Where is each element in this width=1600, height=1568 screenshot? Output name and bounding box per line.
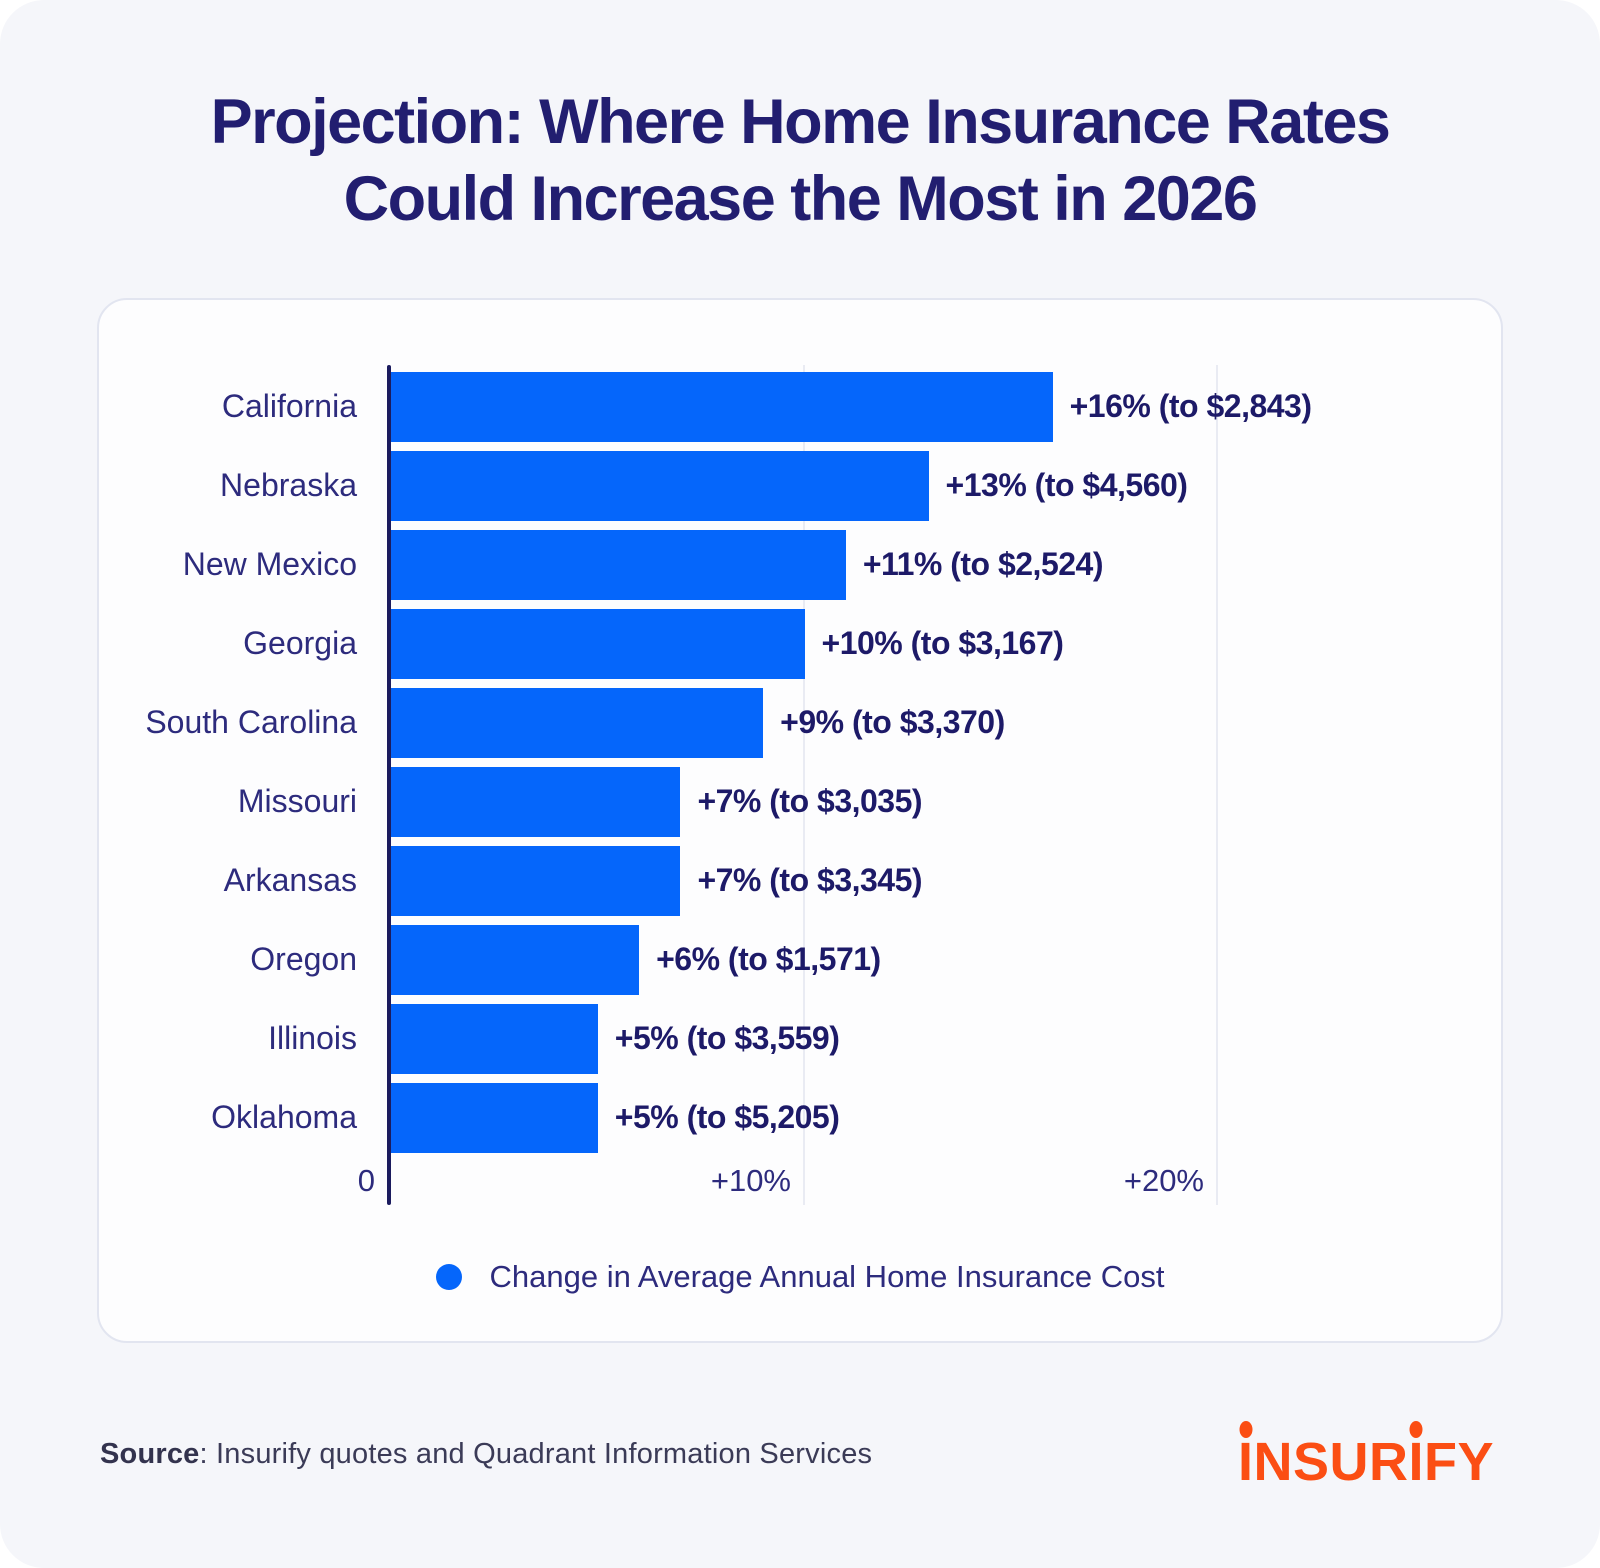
bar	[391, 450, 929, 521]
state-label: South Carolina	[145, 704, 357, 741]
bar-row: South Carolina +9% (to $3,370)	[99, 687, 1501, 758]
value-label: +5% (to $3,559)	[614, 1020, 840, 1057]
state-label: Arkansas	[223, 862, 357, 899]
bar	[391, 371, 1053, 442]
chart-title-line1: Projection: Where Home Insurance Rates	[210, 87, 1391, 157]
bar-track: +11% (to $2,524)	[387, 529, 1501, 600]
bar	[391, 845, 681, 916]
logo-letter-i2: I	[1408, 1431, 1424, 1492]
value-label: +16% (to $2,843)	[1069, 388, 1312, 425]
state-label: New Mexico	[182, 546, 357, 583]
value-label: +9% (to $3,370)	[780, 704, 1005, 741]
bar	[391, 529, 846, 600]
bar	[391, 924, 640, 995]
state-label: Oregon	[250, 941, 357, 978]
state-label: Nebraska	[220, 467, 357, 504]
chart-title-line2: Could Increase the Most in 2026	[343, 163, 1258, 234]
bar-track: +7% (to $3,345)	[387, 845, 1501, 916]
value-label: +11% (to $2,524)	[862, 546, 1104, 583]
bar-row: New Mexico +11% (to $2,524)	[99, 529, 1501, 600]
insurify-logo: I NSUR I FY	[1238, 1421, 1494, 1489]
bar-row: Nebraska +13% (to $4,560)	[99, 450, 1501, 521]
value-label: +13% (to $4,560)	[945, 467, 1188, 504]
legend: Change in Average Annual Home Insurance …	[99, 1259, 1501, 1295]
bar-chart: California +16% (to $2,843) Nebraska +13% (…	[99, 364, 1501, 1205]
bar-track: +9% (to $3,370)	[387, 687, 1501, 758]
source-text: Source: Insurify quotes and Quadrant Inf…	[100, 1438, 872, 1471]
bar-row: Missouri +7% (to $3,035)	[99, 766, 1501, 837]
footer: Source: Insurify quotes and Quadrant Inf…	[100, 1421, 1494, 1489]
bar-track: +5% (to $3,559)	[387, 1003, 1501, 1074]
source-rest: : Insurify quotes and Quadrant Informati…	[199, 1438, 873, 1471]
value-label: +5% (to $5,205)	[614, 1099, 840, 1136]
value-label: +7% (to $3,345)	[697, 862, 923, 899]
bar-row: Arkansas +7% (to $3,345)	[99, 845, 1501, 916]
source-label: Source	[100, 1438, 200, 1471]
chart-card: California +16% (to $2,843) Nebraska +13% (…	[97, 297, 1503, 1343]
x-tick-0: 0	[357, 1162, 375, 1198]
bar-row: California +16% (to $2,843)	[99, 371, 1501, 442]
gridline-20pct	[1216, 364, 1218, 1205]
x-tick-20: +20%	[1123, 1162, 1204, 1198]
logo-letters-fy: FY	[1423, 1431, 1494, 1492]
bar	[391, 1003, 598, 1074]
value-label: +7% (to $3,035)	[697, 783, 923, 820]
plot-rows: California +16% (to $2,843) Nebraska +13% (…	[99, 371, 1501, 1153]
bar-row: Illinois +5% (to $3,559)	[99, 1003, 1501, 1074]
bar-row: Oklahoma +5% (to $5,205)	[99, 1082, 1501, 1153]
logo-letters-nsur: NSUR	[1253, 1431, 1409, 1492]
state-label: California	[221, 388, 357, 425]
y-axis-line	[387, 364, 391, 1205]
legend-label: Change in Average Annual Home Insurance …	[489, 1258, 1165, 1294]
bar-track: +10% (to $3,167)	[387, 608, 1501, 679]
chart-title: Projection: Where Home Insurance Rates C…	[0, 84, 1600, 238]
logo-letter-i1: I	[1237, 1431, 1254, 1492]
state-label: Georgia	[243, 625, 357, 662]
bar-row: Oregon +6% (to $1,571)	[99, 924, 1501, 995]
value-label: +10% (to $3,167)	[821, 625, 1064, 662]
bar-track: +16% (to $2,843)	[387, 371, 1501, 442]
x-tick-10: +10%	[710, 1162, 791, 1198]
bar-track: +5% (to $5,205)	[387, 1082, 1501, 1153]
bar-track: +6% (to $1,571)	[387, 924, 1501, 995]
gridline-10pct	[803, 364, 805, 1205]
state-label: Missouri	[237, 783, 357, 820]
bar	[391, 687, 764, 758]
bar-track: +13% (to $4,560)	[387, 450, 1501, 521]
legend-dot-icon	[435, 1263, 462, 1290]
state-label: Oklahoma	[211, 1099, 357, 1136]
state-label: Illinois	[268, 1020, 357, 1057]
bar	[391, 608, 805, 679]
bar-row: Georgia +10% (to $3,167)	[99, 608, 1501, 679]
value-label: +6% (to $1,571)	[656, 941, 881, 978]
bar-track: +7% (to $3,035)	[387, 766, 1501, 837]
bar	[391, 766, 681, 837]
x-axis: 0 +10% +20%	[99, 1153, 1501, 1205]
bar	[391, 1082, 598, 1153]
